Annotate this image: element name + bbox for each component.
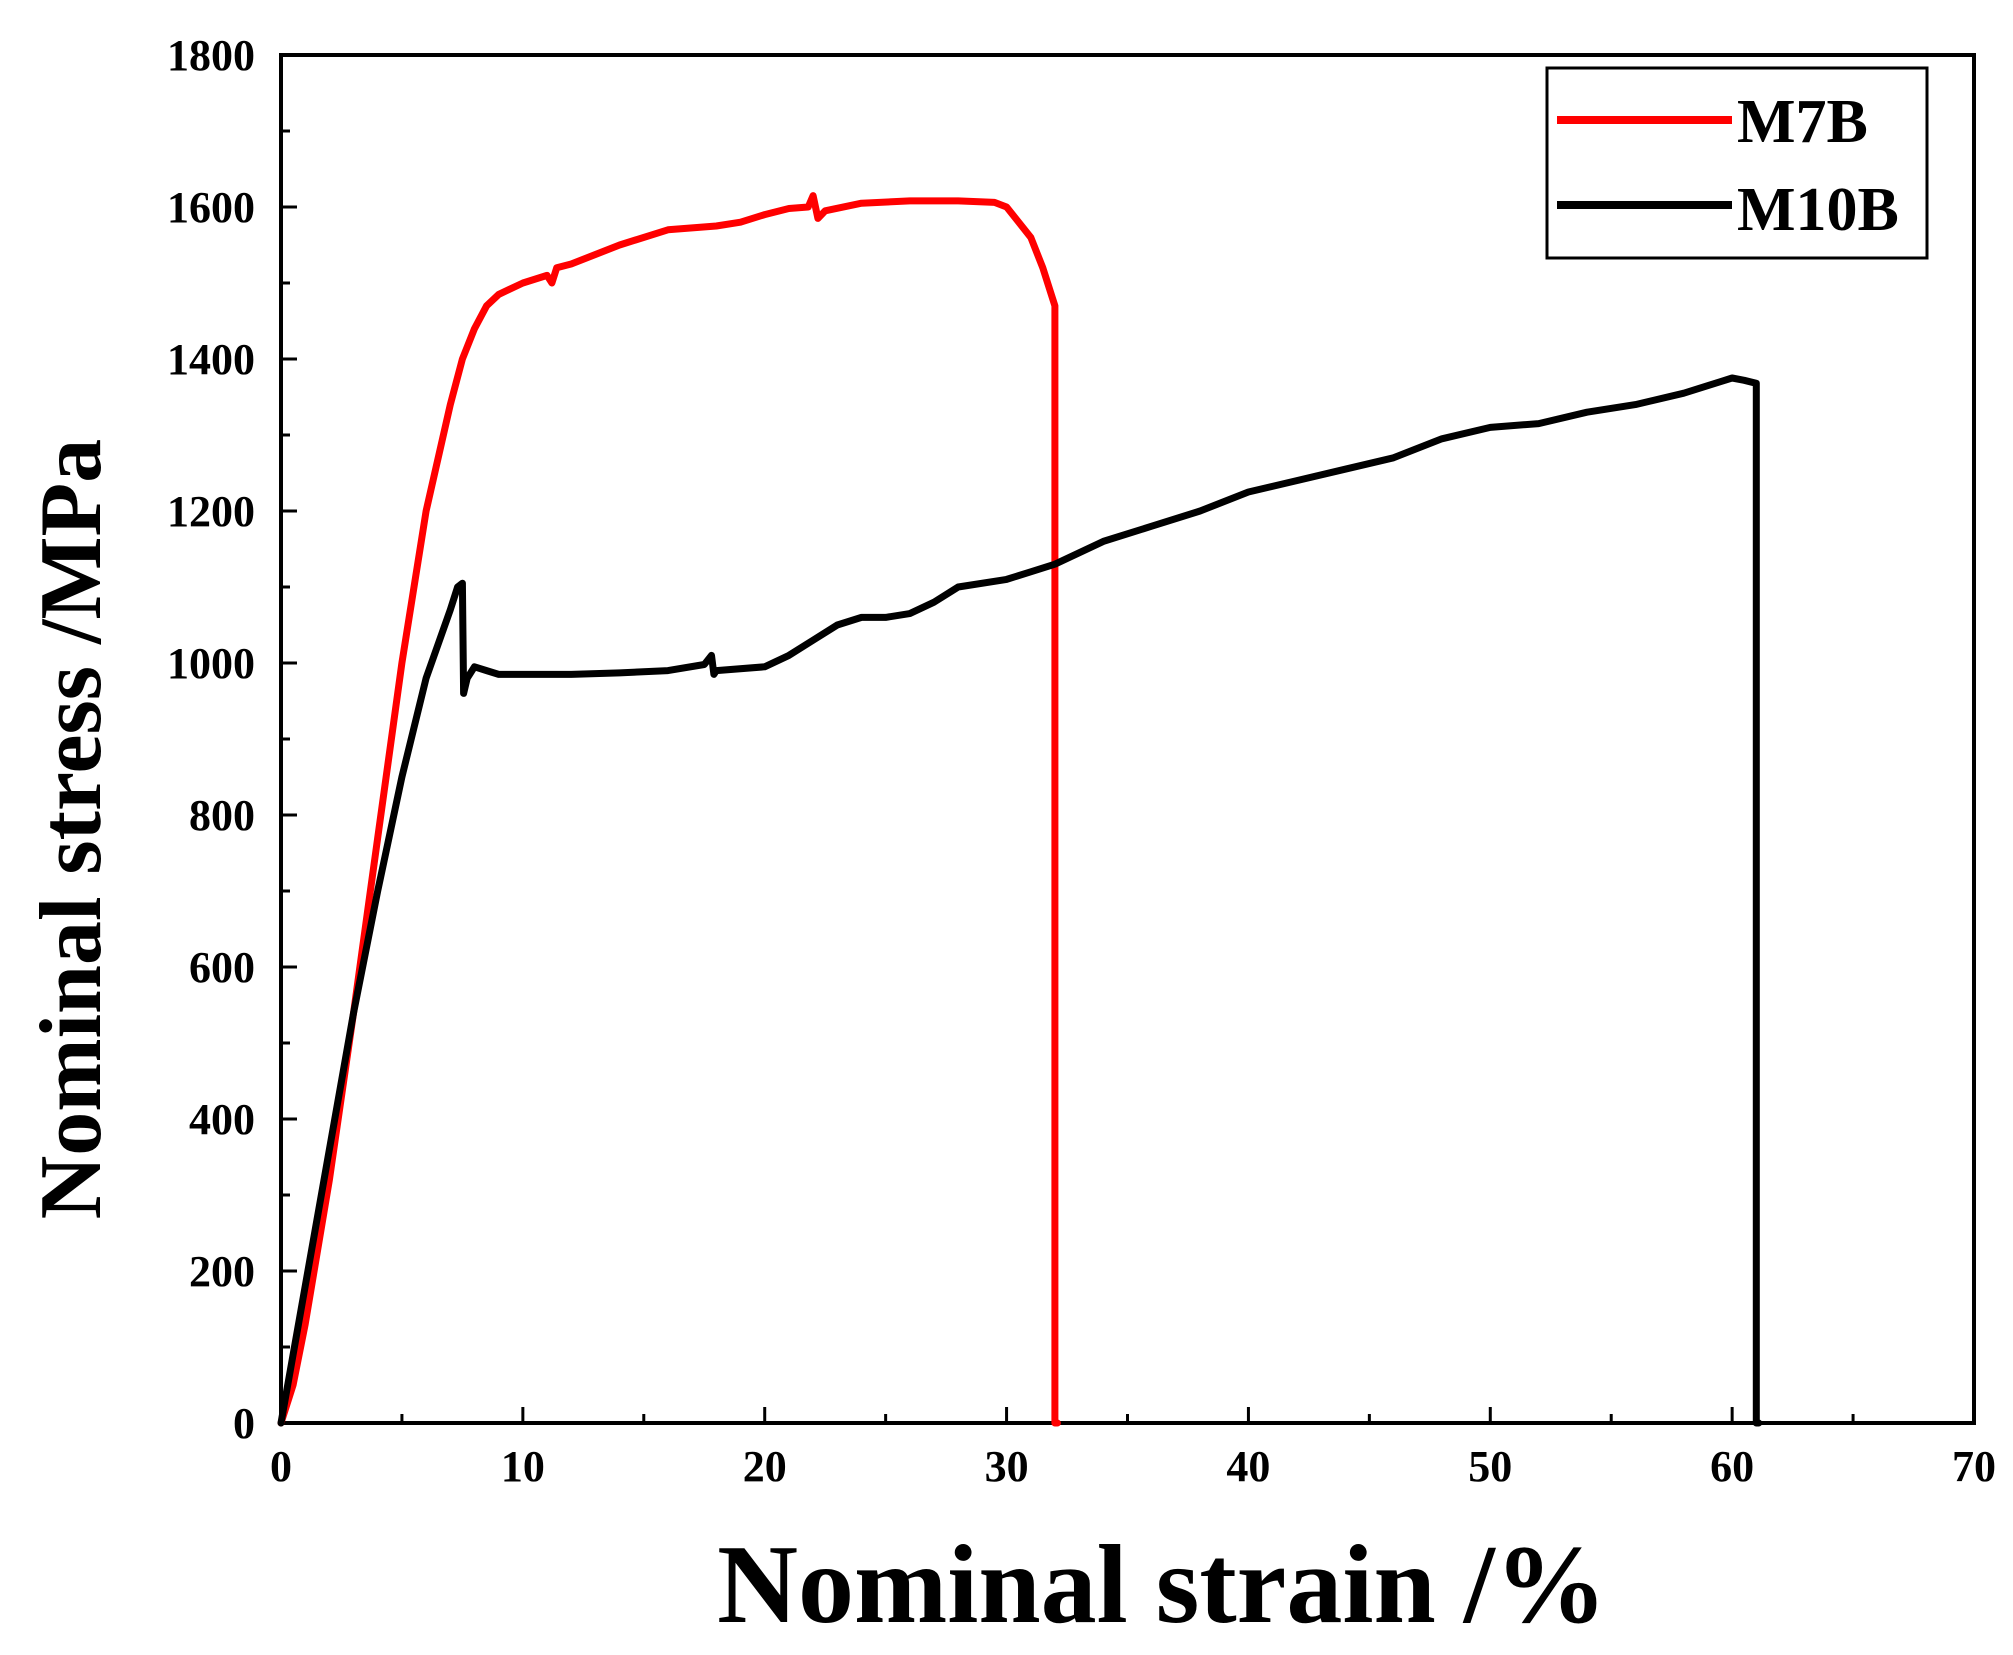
x-axis-title: Nominal strain /% bbox=[717, 1523, 1607, 1647]
legend-label-m10b: M10B bbox=[1737, 176, 1899, 244]
y-axis-title: Nominal stress /MPa bbox=[23, 439, 120, 1220]
x-tick-label: 60 bbox=[1710, 1442, 1754, 1491]
legend: M7B M10B bbox=[1545, 66, 1929, 260]
series-layer bbox=[277, 192, 1763, 1427]
y-tick-label: 1400 bbox=[167, 335, 255, 384]
series-line-m10b bbox=[277, 374, 1763, 1427]
y-tick-label: 800 bbox=[189, 791, 255, 840]
y-tick-label: 1200 bbox=[167, 487, 255, 536]
x-tick-label: 10 bbox=[501, 1442, 545, 1491]
x-tick-label: 50 bbox=[1468, 1442, 1512, 1491]
legend-box bbox=[1545, 66, 1929, 260]
x-tick-label: 0 bbox=[270, 1442, 292, 1491]
legend-label-m7b: M7B bbox=[1737, 88, 1868, 156]
x-tick-label: 40 bbox=[1226, 1442, 1270, 1491]
y-tick-label: 1800 bbox=[167, 31, 255, 80]
y-tick-label: 600 bbox=[189, 943, 255, 992]
y-tick-label: 1600 bbox=[167, 183, 255, 232]
series-line-m7b bbox=[277, 192, 1061, 1427]
y-tick-label: 1000 bbox=[167, 639, 255, 688]
y-tick-label: 400 bbox=[189, 1095, 255, 1144]
y-tick-label: 200 bbox=[189, 1247, 255, 1296]
x-tick-label: 70 bbox=[1952, 1442, 1996, 1491]
y-tick-label: 0 bbox=[233, 1399, 255, 1448]
x-tick-label: 30 bbox=[985, 1442, 1029, 1491]
x-tick-label: 20 bbox=[743, 1442, 787, 1491]
plot-frame bbox=[279, 53, 1976, 1425]
tick-layer: 0 10 20 30 40 50 60 70 0 200 400 600 800 1000 1200 1400… bbox=[167, 31, 1996, 1491]
